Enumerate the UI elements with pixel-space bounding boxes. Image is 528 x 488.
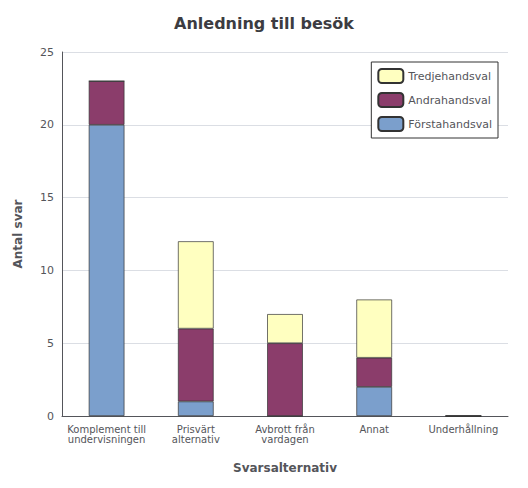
svg-text:undervisningen: undervisningen xyxy=(68,434,146,445)
svg-text:alternativ: alternativ xyxy=(172,434,220,445)
svg-text:Prisvärt: Prisvärt xyxy=(176,423,215,435)
svg-text:Svarsalternativ: Svarsalternativ xyxy=(233,461,337,475)
svg-text:Förstahandsval: Förstahandsval xyxy=(408,118,492,131)
svg-text:vardagen: vardagen xyxy=(261,434,308,445)
svg-text:Anledning till besök: Anledning till besök xyxy=(174,14,354,33)
svg-text:25: 25 xyxy=(40,46,54,59)
svg-text:10: 10 xyxy=(40,264,54,277)
svg-text:20: 20 xyxy=(40,118,54,131)
svg-text:Underhållning: Underhållning xyxy=(428,423,498,435)
svg-text:Tredjehandsval: Tredjehandsval xyxy=(407,70,491,83)
svg-text:Antal svar: Antal svar xyxy=(11,199,25,268)
svg-text:15: 15 xyxy=(40,191,54,204)
svg-text:Andrahandsval: Andrahandsval xyxy=(408,94,490,107)
svg-text:5: 5 xyxy=(47,337,54,350)
svg-text:Komplement till: Komplement till xyxy=(67,423,146,435)
svg-text:0: 0 xyxy=(47,410,54,423)
svg-text:Avbrott från: Avbrott från xyxy=(255,423,315,435)
svg-text:Annat: Annat xyxy=(359,424,389,435)
